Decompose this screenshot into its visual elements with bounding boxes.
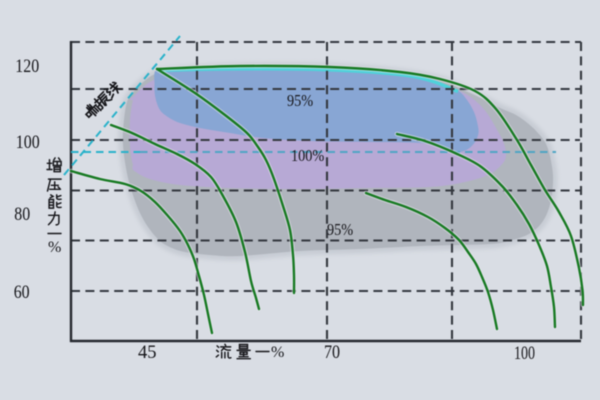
- svg-text:%: %: [48, 239, 61, 256]
- svg-text:100%: 100%: [291, 147, 324, 165]
- svg-text:95%: 95%: [287, 92, 313, 110]
- svg-text:120: 120: [15, 56, 39, 76]
- svg-text:95%: 95%: [327, 221, 353, 239]
- svg-text:100: 100: [514, 342, 535, 363]
- svg-text:60: 60: [14, 282, 30, 302]
- svg-text:100: 100: [16, 132, 40, 152]
- svg-text:%: %: [271, 344, 284, 361]
- svg-text:70: 70: [324, 342, 340, 362]
- svg-text:45: 45: [138, 343, 157, 363]
- svg-text:80: 80: [14, 204, 30, 224]
